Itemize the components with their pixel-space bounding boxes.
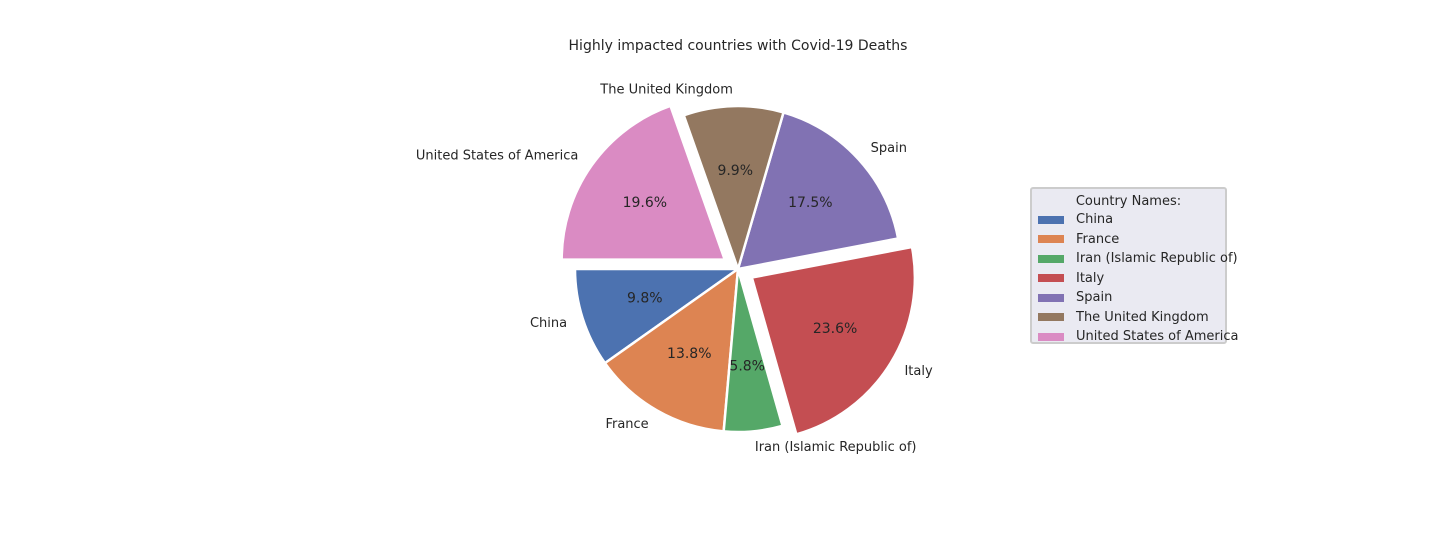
legend-item-spain: Spain <box>1032 288 1225 308</box>
slice-label-the-united-kingdom: The United Kingdom <box>599 82 733 97</box>
chart-title: Highly impacted countries with Covid-19 … <box>569 38 908 54</box>
legend-label: France <box>1076 231 1120 247</box>
legend-swatch <box>1038 274 1064 283</box>
legend-item-china: China <box>1032 210 1225 230</box>
legend-label: Italy <box>1076 270 1105 286</box>
slice-label-italy: Italy <box>904 364 933 379</box>
pie-slice-italy <box>750 245 917 436</box>
pct-label-france: 13.8% <box>667 346 711 362</box>
legend-item-france: France <box>1032 230 1225 250</box>
legend-swatch <box>1038 235 1064 244</box>
pie-slice-united-states-of-america <box>560 104 726 261</box>
legend: Country Names: China France Iran (Islamic … <box>1030 187 1238 347</box>
pct-label-united-states-of-america: 19.6% <box>623 195 667 211</box>
pie-slice-spain <box>736 111 900 271</box>
legend-item-iran-islamic-republic-of: Iran (Islamic Republic of) <box>1032 249 1238 269</box>
slice-label-china: China <box>530 316 567 331</box>
legend-label: Spain <box>1076 290 1113 306</box>
pie-slice-china <box>573 267 740 365</box>
legend-item-the-united-kingdom: The United Kingdom <box>1032 308 1225 328</box>
legend-label: United States of America <box>1076 329 1239 345</box>
slice-label-france: France <box>605 417 648 432</box>
pie-slices: 9.8% China 13.8% France 5.8% Iran (Islamic Re… <box>416 82 933 455</box>
pct-label-spain: 17.5% <box>788 195 832 211</box>
pct-label-italy: 23.6% <box>813 321 857 337</box>
slice-label-spain: Spain <box>871 141 907 156</box>
legend-item-italy: Italy <box>1032 269 1225 289</box>
legend-items: China France Iran (Islamic Republic of) Ita… <box>1032 210 1238 347</box>
pct-label-the-united-kingdom: 9.9% <box>717 163 753 179</box>
legend-swatch <box>1038 293 1064 302</box>
legend-swatch <box>1038 332 1064 341</box>
pie-slice-france <box>603 267 740 433</box>
pct-label-china: 9.8% <box>627 291 663 307</box>
pie-slice-the-united-kingdom <box>682 104 785 271</box>
legend-swatch <box>1038 215 1064 224</box>
legend-label: The United Kingdom <box>1076 309 1209 325</box>
legend-title: Country Names: <box>1075 194 1182 209</box>
slice-label-iran-islamic-republic-of: Iran (Islamic Republic of) <box>755 440 917 455</box>
legend-swatch <box>1038 313 1064 322</box>
legend-label: China <box>1076 212 1114 228</box>
legend-label: Iran (Islamic Republic of) <box>1076 251 1238 267</box>
legend-swatch <box>1038 254 1064 263</box>
legend-item-united-states-of-america: United States of America <box>1032 327 1238 347</box>
pct-label-iran-islamic-republic-of: 5.8% <box>729 358 765 374</box>
pie-slice-iran-islamic-republic-of <box>722 267 784 434</box>
slice-label-united-states-of-america: United States of America <box>416 149 578 164</box>
